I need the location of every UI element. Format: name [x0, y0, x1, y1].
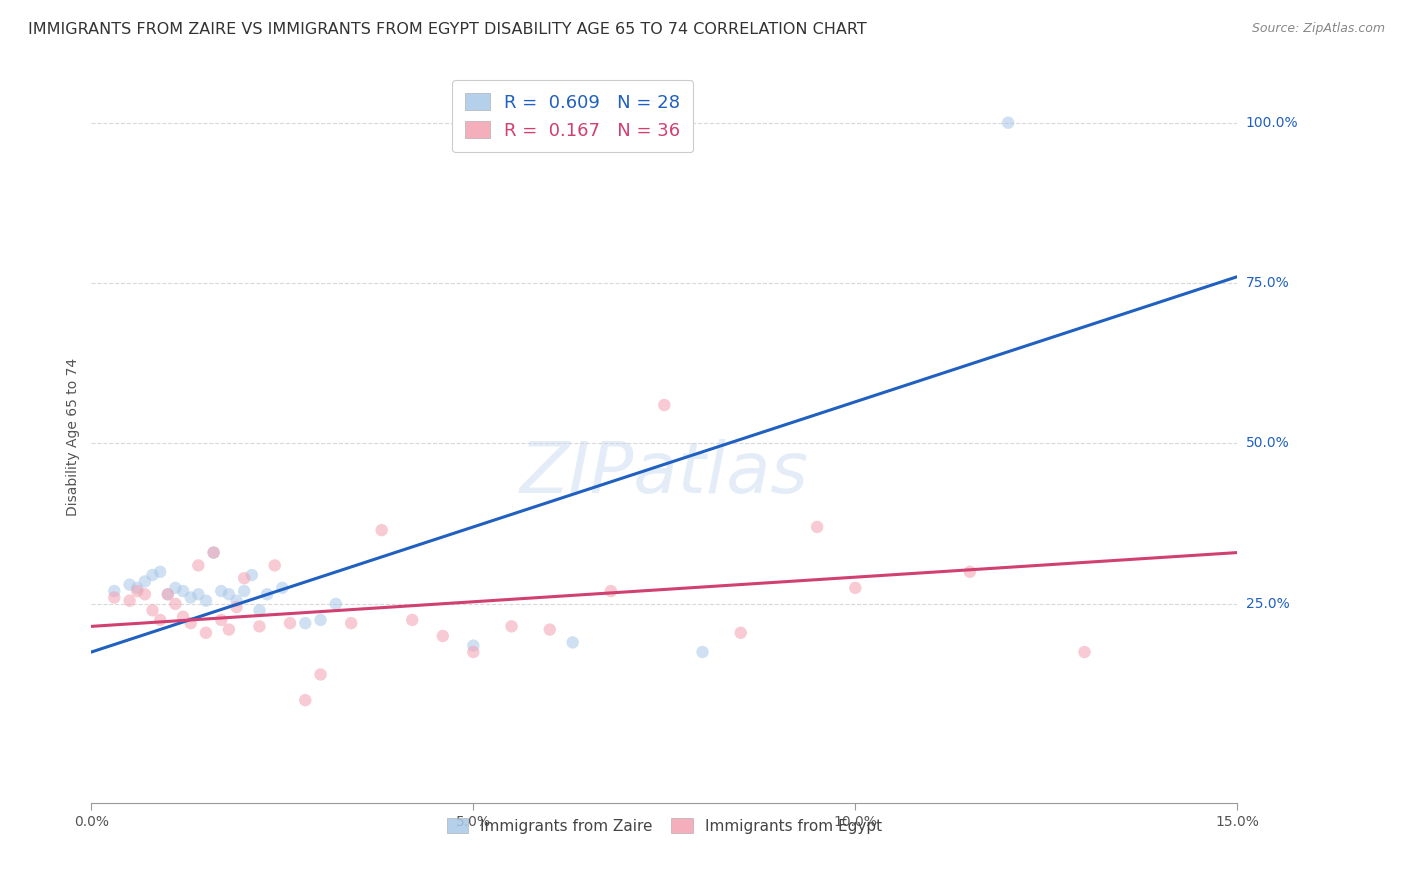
Point [149, 565, 172, 579]
Point [127, 581, 149, 595]
Point [806, 520, 828, 534]
Point [118, 577, 141, 591]
Point [249, 619, 271, 633]
Point [218, 623, 240, 637]
Point [278, 616, 301, 631]
Point [256, 587, 278, 601]
Point [309, 667, 332, 681]
Point [187, 587, 209, 601]
Point [165, 581, 187, 595]
Point [187, 558, 209, 573]
Point [149, 613, 172, 627]
Text: Source: ZipAtlas.com: Source: ZipAtlas.com [1251, 22, 1385, 36]
Point [180, 591, 202, 605]
Text: 75.0%: 75.0% [1246, 277, 1289, 290]
Point [263, 558, 285, 573]
Y-axis label: Disability Age 65 to 74: Disability Age 65 to 74 [66, 358, 80, 516]
Point [134, 574, 156, 589]
Point [141, 603, 163, 617]
Legend: Immigrants from Zaire, Immigrants from Egypt: Immigrants from Zaire, Immigrants from E… [437, 809, 891, 843]
Point [156, 587, 179, 601]
Point [209, 613, 232, 627]
Point [194, 625, 217, 640]
Point [599, 584, 621, 599]
Point [202, 545, 225, 559]
Point [225, 600, 247, 615]
Point [202, 545, 225, 559]
Text: 50.0%: 50.0% [1246, 436, 1289, 450]
Text: 100.0%: 100.0% [1246, 116, 1298, 129]
Point [959, 565, 981, 579]
Point [370, 523, 392, 537]
Point [156, 587, 179, 601]
Text: ZIPatlas: ZIPatlas [520, 439, 808, 508]
Point [233, 571, 256, 585]
Point [401, 613, 423, 627]
Point [172, 584, 194, 599]
Point [225, 593, 247, 607]
Point [463, 639, 485, 653]
Point [218, 587, 240, 601]
Point [249, 603, 271, 617]
Point [240, 568, 263, 582]
Point [294, 693, 316, 707]
Point [652, 398, 675, 412]
Point [692, 645, 714, 659]
Point [103, 591, 125, 605]
Point [134, 587, 156, 601]
Point [127, 584, 149, 599]
Point [118, 593, 141, 607]
Point [233, 584, 256, 599]
Point [294, 616, 316, 631]
Point [561, 635, 583, 649]
Point [172, 609, 194, 624]
Point [141, 568, 163, 582]
Point [463, 645, 485, 659]
Point [501, 619, 523, 633]
Point [194, 593, 217, 607]
Point [325, 597, 347, 611]
Point [432, 629, 454, 643]
Point [209, 584, 232, 599]
Point [180, 616, 202, 631]
Point [538, 623, 561, 637]
Point [165, 597, 187, 611]
Point [997, 116, 1019, 130]
Point [103, 584, 125, 599]
Point [271, 581, 294, 595]
Text: 25.0%: 25.0% [1246, 597, 1289, 611]
Text: IMMIGRANTS FROM ZAIRE VS IMMIGRANTS FROM EGYPT DISABILITY AGE 65 TO 74 CORRELATI: IMMIGRANTS FROM ZAIRE VS IMMIGRANTS FROM… [28, 22, 868, 37]
Point [309, 613, 332, 627]
Point [730, 625, 752, 640]
Point [844, 581, 866, 595]
Point [1073, 645, 1095, 659]
Point [340, 616, 363, 631]
